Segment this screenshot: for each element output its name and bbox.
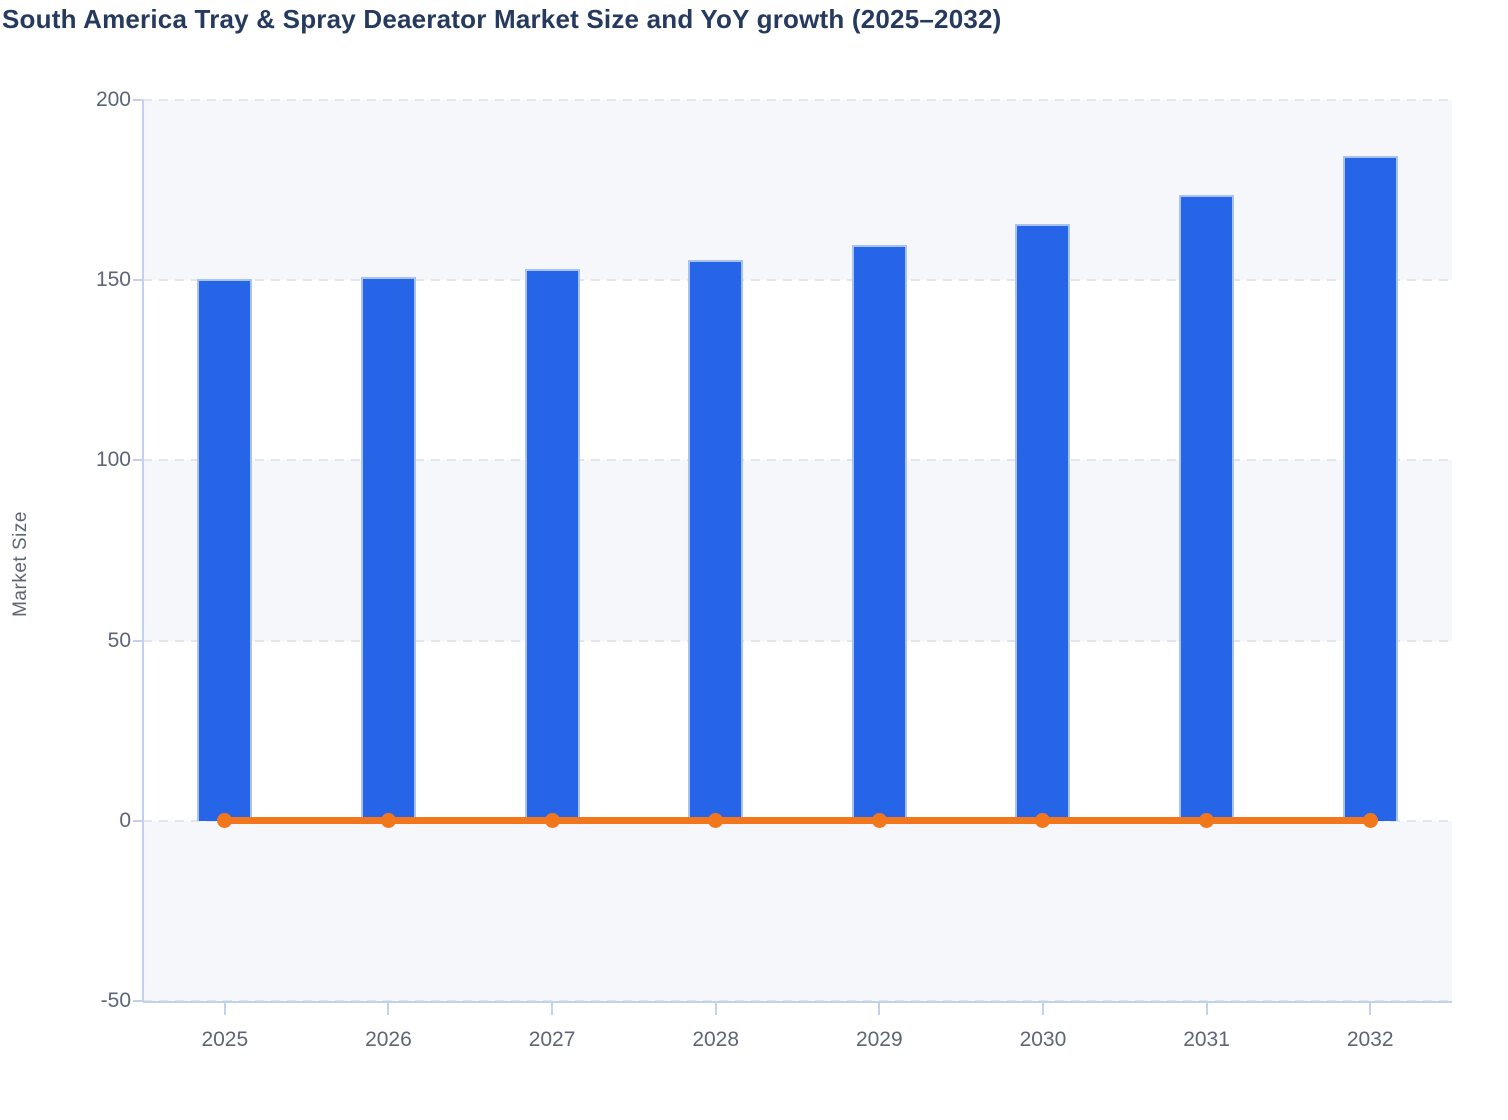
- bar-2030[interactable]: [1015, 223, 1071, 821]
- x-tick-2026: [387, 1003, 390, 1015]
- bar-2027[interactable]: [524, 269, 580, 821]
- bar-2029[interactable]: [851, 244, 907, 821]
- line-point-2026[interactable]: [380, 813, 396, 829]
- y-tick-100: [133, 459, 143, 462]
- plot-band: [143, 460, 1452, 641]
- line-point-2029[interactable]: [871, 813, 887, 829]
- x-tick-label-2028: 2028: [692, 1028, 740, 1051]
- x-tick-2027: [551, 1003, 554, 1015]
- line-point-2032[interactable]: [1362, 813, 1378, 829]
- x-tick-label-2027: 2027: [528, 1028, 576, 1051]
- x-tick-2031: [1205, 1003, 1208, 1015]
- x-tick-label-2026: 2026: [365, 1028, 412, 1051]
- x-tick-label-2032: 2032: [1346, 1028, 1394, 1051]
- plot-band: [143, 820, 1452, 1001]
- gridline-150: [143, 279, 1452, 282]
- gridline-100: [143, 459, 1452, 462]
- y-tick-label--50: -50: [100, 989, 131, 1012]
- x-tick-label-2030: 2030: [1019, 1028, 1067, 1051]
- y-tick-label-150: 150: [95, 268, 131, 292]
- y-tick-0: [133, 819, 143, 822]
- plot-band: [143, 100, 1452, 281]
- line-point-2030[interactable]: [1035, 813, 1051, 829]
- plot-area: [143, 99, 1452, 1002]
- x-tick-2030: [1041, 1003, 1044, 1015]
- bar-2028[interactable]: [688, 260, 744, 821]
- y-tick-label-50: 50: [107, 628, 131, 652]
- chart-title: South America Tray & Spray Deaerator Mar…: [2, 4, 1002, 34]
- x-tick-label-2029: 2029: [855, 1028, 903, 1051]
- y-tick-200: [133, 99, 143, 101]
- y-tick-50: [133, 639, 143, 642]
- y-tick-150: [133, 279, 143, 282]
- x-axis-line: [143, 1001, 1452, 1003]
- x-tick-label-2025: 2025: [201, 1028, 249, 1051]
- gridline-50: [143, 639, 1452, 642]
- y-tick--50: [133, 1000, 143, 1002]
- gridline-200: [143, 99, 1452, 101]
- y-axis-line: [142, 100, 144, 1001]
- y-tick-label-100: 100: [95, 448, 131, 472]
- yoy-growth-line[interactable]: [224, 817, 1371, 825]
- x-tick-2032: [1369, 1003, 1372, 1015]
- y-tick-label-0: 0: [119, 808, 131, 832]
- line-point-2028[interactable]: [708, 813, 724, 829]
- y-tick-label-200: 200: [95, 88, 131, 111]
- x-tick-2029: [878, 1003, 881, 1015]
- x-tick-2028: [714, 1003, 717, 1015]
- bar-2026[interactable]: [360, 276, 416, 821]
- line-point-2031[interactable]: [1199, 813, 1215, 829]
- line-point-2025[interactable]: [217, 813, 233, 829]
- bar-2031[interactable]: [1179, 195, 1235, 821]
- x-tick-label-2031: 2031: [1183, 1028, 1230, 1051]
- bar-2032[interactable]: [1342, 155, 1398, 821]
- line-point-2027[interactable]: [544, 813, 560, 829]
- bar-2025[interactable]: [197, 279, 253, 821]
- x-tick-2025: [223, 1003, 226, 1015]
